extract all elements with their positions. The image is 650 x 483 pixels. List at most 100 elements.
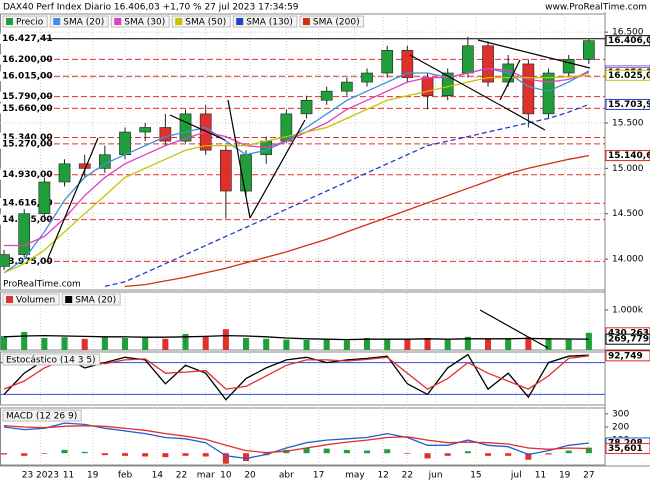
- histogram-bar: [162, 453, 169, 458]
- y-tick-label: 15.000: [612, 164, 644, 174]
- candle-body: [522, 63, 535, 115]
- volume-bar: [545, 339, 552, 350]
- series-line: [124, 154, 590, 288]
- legend-label: SMA (30): [124, 18, 165, 28]
- header-title: DAX40 Perf Index Diario 16.406,03 +1,70 …: [3, 3, 299, 13]
- volume-bar: [343, 340, 350, 350]
- legend-swatch: [6, 296, 13, 303]
- level-label-box: [0, 132, 40, 143]
- legend-box: [110, 15, 170, 28]
- x-tick-label: feb: [118, 471, 133, 481]
- legend-swatch: [114, 18, 122, 25]
- x-tick-label: 10: [220, 471, 232, 481]
- volume-bar: [384, 338, 391, 350]
- volume-bar: [122, 338, 129, 350]
- legend-label: Estocástico (14 3 5): [6, 356, 96, 366]
- last-value-label: 16.025,01: [608, 71, 650, 81]
- histogram-bar: [243, 453, 250, 462]
- candle-body: [119, 131, 131, 156]
- y-tick-label: 200: [612, 423, 629, 433]
- level-label: 16.200,00: [2, 55, 53, 65]
- histogram-bar: [202, 453, 209, 457]
- legend-label: MACD (12 26 9): [6, 412, 77, 422]
- trend-lines: [47, 39, 591, 349]
- histogram-bar: [525, 453, 532, 460]
- y-tick-label: 14.000: [612, 255, 644, 265]
- legend-label: Precio: [16, 18, 44, 28]
- series-line: [3, 355, 589, 390]
- legend-item: SMA (200): [299, 15, 365, 28]
- volume-bar: [101, 336, 108, 350]
- last-value-box: [605, 98, 650, 110]
- x-tick-label: 11: [63, 471, 74, 481]
- histogram-bar: [122, 453, 129, 456]
- candle-body: [381, 50, 394, 74]
- series-line: [104, 103, 590, 288]
- series-line: [3, 422, 589, 460]
- plot-area: 23 2023 11 19 feb 14 22 mar 10 20 abr 17 may 12 22 jun…: [0, 12, 650, 481]
- legend-box: [49, 15, 109, 28]
- legend-item: Estocástico (14 3 5): [2, 353, 101, 366]
- legend-swatch: [65, 296, 73, 303]
- legend-label: Volumen: [16, 296, 55, 306]
- candle-body: [320, 90, 333, 101]
- legend-label: SMA (50): [185, 18, 226, 28]
- trend-line: [479, 309, 549, 349]
- histogram-bar: [222, 453, 229, 464]
- x-tick-label: 20: [244, 471, 256, 481]
- legend-swatch: [175, 18, 183, 25]
- candle-body: [341, 81, 353, 92]
- last-value-box: [605, 350, 650, 362]
- volume-bar: [565, 339, 572, 350]
- last-value-box: [605, 443, 650, 455]
- volume-bar: [444, 340, 451, 350]
- last-value-label: 15.703,90: [608, 100, 650, 110]
- legend-item: MACD (12 26 9): [2, 409, 82, 422]
- level-label: 15.270,00: [2, 139, 53, 149]
- x-tick-label: abr: [279, 471, 294, 481]
- legend-box: [61, 293, 121, 306]
- histogram-bar: [565, 450, 572, 454]
- y-tick-label: 300: [612, 409, 629, 419]
- x-tick-label: 19: [87, 471, 99, 481]
- y-tick-label: 16.500: [612, 28, 644, 38]
- trend-line: [227, 99, 251, 219]
- level-label-box: [0, 103, 40, 114]
- histogram-bar: [585, 447, 592, 454]
- volume-bar: [404, 339, 411, 350]
- histogram-bar: [343, 449, 350, 454]
- candle-body: [58, 163, 71, 183]
- volume-bar: [202, 336, 209, 350]
- legend-swatch: [6, 18, 13, 25]
- volume-bar: [142, 337, 149, 350]
- legend-label: SMA (200): [313, 18, 360, 28]
- x-tick-label: 17: [313, 471, 324, 481]
- legend-box: [2, 409, 82, 422]
- volume-bar: [81, 338, 88, 350]
- histogram-bar: [384, 449, 391, 454]
- histogram-bar: [444, 453, 451, 456]
- last-value-box: [605, 69, 650, 81]
- histogram-bar: [1, 453, 8, 455]
- volume-bar: [283, 339, 290, 350]
- volume-bar: [485, 338, 492, 350]
- x-tick-label: jul: [510, 471, 522, 481]
- histogram-bar: [505, 453, 512, 456]
- candle-body: [361, 72, 373, 83]
- last-value-box: [605, 333, 650, 345]
- y-tick-label: 15.500: [612, 118, 644, 128]
- trend-line: [499, 59, 521, 101]
- level-label: 15.340,00: [2, 133, 53, 143]
- volume-bar: [182, 334, 189, 350]
- level-label-box: [0, 91, 40, 102]
- volume-bar: [424, 338, 431, 350]
- volume-bar: [222, 329, 229, 350]
- x-tick-label: jun: [428, 471, 443, 481]
- candle-body: [0, 254, 10, 267]
- legend-box: [2, 15, 48, 28]
- last-value-label: 430,263: [608, 328, 649, 338]
- histogram-bar: [101, 453, 108, 456]
- volume-bar: [464, 336, 471, 350]
- last-value-box: [605, 150, 650, 162]
